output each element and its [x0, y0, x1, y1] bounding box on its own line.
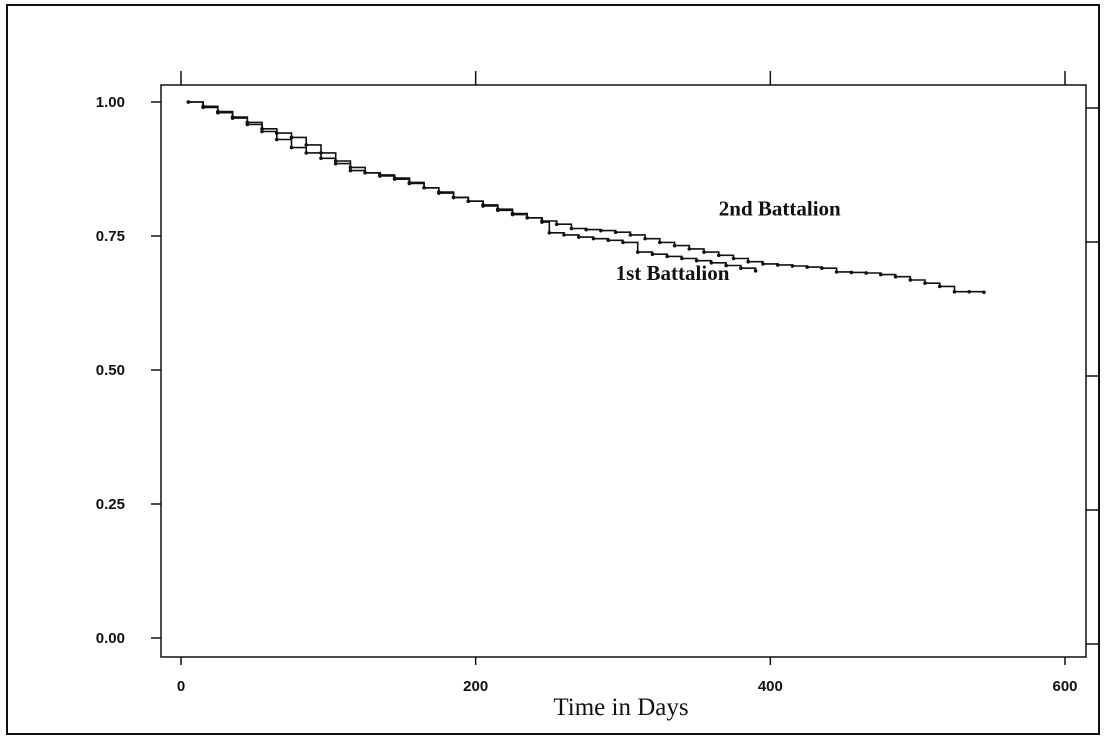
- series-1-point: [665, 254, 669, 259]
- series-2-point: [407, 181, 412, 186]
- series-2-point: [260, 127, 264, 131]
- series-1-point: [304, 151, 309, 155]
- series-2-point: [923, 281, 927, 285]
- series-2-point: [746, 259, 751, 264]
- series-2-point: [510, 212, 515, 217]
- series-2-point: [731, 256, 736, 261]
- series-1-point: [606, 238, 611, 243]
- series-1-point: [333, 161, 338, 166]
- series-2-point: [599, 228, 603, 233]
- series-2-point: [687, 247, 692, 251]
- series-1-point: [547, 230, 552, 235]
- series-2-point: [230, 115, 235, 119]
- x-tick-label: 0: [177, 678, 185, 695]
- series-2-point: [186, 100, 191, 104]
- series-2-point: [672, 243, 677, 248]
- plot-area-border: [160, 84, 1087, 658]
- series-1-point: [650, 252, 655, 257]
- series-2-point: [392, 177, 397, 181]
- series-1-point: [753, 269, 758, 273]
- series-1-point: [724, 263, 728, 268]
- series-2-point: [216, 109, 220, 114]
- series-1-point: [319, 156, 323, 161]
- series-2-point: [820, 266, 824, 270]
- series-annotation-2: 1st Battalion: [616, 261, 730, 285]
- series-1-point: [591, 236, 596, 241]
- series-2-point: [893, 274, 898, 279]
- series-1-point: [348, 168, 353, 173]
- series-2-point: [761, 262, 765, 266]
- series-1-point: [577, 235, 581, 239]
- series-1-point: [680, 256, 684, 261]
- series-2-point: [613, 230, 618, 235]
- y-tick-label: 0.00: [96, 630, 125, 647]
- series-2-point: [289, 135, 294, 140]
- series-2-point: [908, 278, 913, 282]
- x-axis-title: Time in Days: [553, 694, 688, 721]
- series-2-point: [363, 170, 367, 175]
- series-2-point: [540, 219, 544, 223]
- series-2-point: [643, 236, 647, 241]
- series-2-point: [378, 174, 382, 178]
- series-annotation-1: 2nd Battalion: [719, 197, 841, 221]
- y-tick-label: 0.25: [96, 496, 125, 513]
- series-2-point: [982, 290, 986, 295]
- series-line-1: [188, 101, 757, 271]
- series-2-point: [495, 208, 500, 213]
- series-1-point: [709, 261, 714, 265]
- series-1-point: [739, 266, 743, 270]
- series-2-point: [422, 185, 426, 190]
- series-2-point: [849, 270, 854, 275]
- series-2-point: [952, 289, 957, 294]
- figure-frame: [6, 4, 1100, 735]
- series-2-point: [967, 289, 972, 294]
- x-tick-label: 600: [1052, 678, 1077, 695]
- series-2-point: [775, 263, 780, 267]
- series-2-point: [481, 204, 485, 208]
- series-2-point: [437, 191, 441, 195]
- series-2-point: [628, 233, 633, 237]
- y-tick-label: 1.00: [96, 94, 125, 111]
- series-1-point: [289, 145, 294, 150]
- series-2-point: [451, 195, 456, 200]
- series-1-point: [621, 240, 625, 245]
- series-2-point: [584, 227, 588, 232]
- series-2-point: [274, 131, 279, 135]
- series-2-point: [333, 159, 338, 163]
- series-2-point: [319, 151, 323, 155]
- series-line-2: [188, 101, 985, 293]
- series-1-point: [694, 258, 699, 263]
- series-2-point: [834, 270, 839, 274]
- y-tick-label: 0.50: [96, 362, 125, 379]
- series-1-point: [635, 250, 640, 254]
- series-2-point: [554, 222, 559, 227]
- series-2-point: [805, 265, 809, 269]
- series-1-point: [274, 137, 279, 142]
- series-2-point: [937, 284, 942, 289]
- series-1-point: [562, 233, 566, 237]
- series-2-point: [201, 104, 205, 109]
- series-2-point: [658, 240, 662, 245]
- series-2-point: [716, 253, 721, 258]
- series-2-point: [525, 215, 530, 220]
- series-2-point: [569, 226, 574, 231]
- series-2-point: [864, 271, 868, 275]
- series-1-point: [260, 129, 264, 134]
- x-tick-label: 400: [758, 678, 783, 695]
- series-2-point: [466, 199, 471, 203]
- series-2-point: [702, 250, 706, 254]
- series-2-point: [245, 120, 250, 125]
- x-tick-label: 200: [463, 678, 488, 695]
- series-2-point: [790, 264, 795, 268]
- series-2-point: [304, 143, 309, 147]
- series-2-point: [879, 272, 883, 277]
- y-tick-label: 0.75: [96, 228, 125, 245]
- series-2-point: [348, 165, 353, 170]
